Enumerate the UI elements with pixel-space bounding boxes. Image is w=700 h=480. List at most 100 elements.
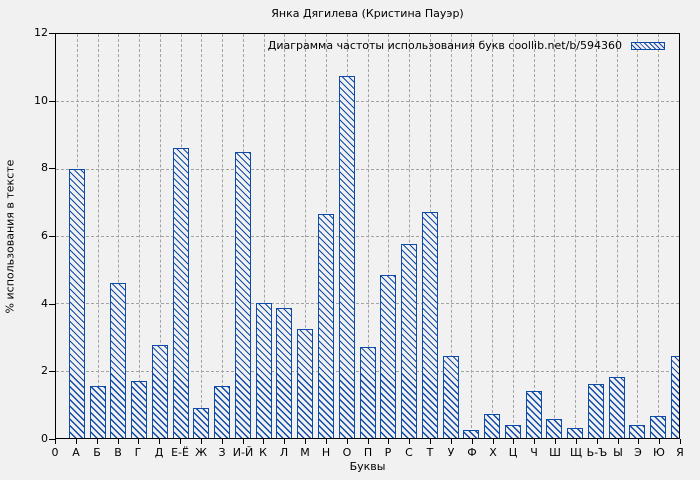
bar-В: [110, 283, 127, 438]
bar-Ю: [650, 416, 667, 438]
x-tick-mark: [180, 439, 181, 444]
x-gridline: [616, 34, 618, 438]
x-tick-label: И-Й: [232, 446, 254, 459]
x-tick-mark: [576, 439, 577, 444]
x-tick-mark: [368, 439, 369, 444]
x-tick-mark: [638, 439, 639, 444]
x-tick-label: Я: [676, 446, 684, 459]
x-gridline: [118, 34, 120, 438]
y-tick-mark: [49, 439, 55, 440]
bar-Ц: [504, 424, 521, 438]
y-tick-mark: [49, 304, 55, 305]
y-tick-label: 0: [41, 432, 48, 445]
x-gridline: [97, 34, 99, 438]
x-tick-label: Г: [134, 446, 142, 459]
x-tick-label: Ж: [195, 446, 207, 459]
x-gridline: [595, 34, 597, 438]
x-gridline: [222, 34, 224, 438]
bar-Х: [484, 414, 501, 438]
x-tick-mark: [388, 439, 389, 444]
bar-З: [214, 385, 231, 438]
x-tick-mark: [76, 439, 77, 444]
x-tick-mark: [159, 439, 160, 444]
bar-Ш: [546, 419, 563, 438]
x-tick-label: Ч: [530, 446, 538, 459]
y-tick-label: 2: [41, 364, 48, 377]
x-tick-mark: [347, 439, 348, 444]
y-tick-label: 12: [34, 26, 48, 39]
x-gridline: [409, 34, 411, 438]
x-tick-mark: [263, 439, 264, 444]
x-tick-mark: [618, 439, 619, 444]
y-tick-label: 4: [41, 297, 48, 310]
x-gridline: [471, 34, 473, 438]
x-tick-label: Э: [634, 446, 642, 459]
bar-Н: [317, 214, 334, 438]
y-tick-mark: [49, 236, 55, 237]
x-tick-label: М: [300, 446, 310, 459]
x-origin-label: 0: [51, 446, 59, 459]
x-tick-mark: [555, 439, 556, 444]
legend: Диаграмма частоты использования букв coo…: [268, 39, 665, 52]
plot-inner: [56, 34, 679, 438]
x-gridline: [658, 34, 660, 438]
x-tick-label: З: [218, 446, 226, 459]
bar-К: [255, 303, 272, 438]
bar-Ж: [193, 407, 210, 438]
x-tick-mark: [55, 439, 56, 444]
x-gridline: [305, 34, 307, 438]
x-gridline: [575, 34, 577, 438]
x-tick-label: Т: [426, 446, 434, 459]
x-tick-label: Ц: [508, 446, 518, 459]
bar-М: [297, 328, 314, 438]
x-tick-label: У: [447, 446, 455, 459]
bar-Л: [276, 308, 293, 438]
x-tick-mark: [326, 439, 327, 444]
x-gridline: [284, 34, 286, 438]
x-tick-label: Н: [321, 446, 331, 459]
bar-А: [68, 168, 85, 438]
x-tick-mark: [430, 439, 431, 444]
x-tick-mark: [118, 439, 119, 444]
x-tick-label: Ы: [613, 446, 623, 459]
x-tick-label: С: [405, 446, 413, 459]
x-gridline: [139, 34, 141, 438]
x-tick-label: Б: [93, 446, 101, 459]
x-tick-mark: [409, 439, 410, 444]
x-tick-mark: [138, 439, 139, 444]
bar-С: [401, 244, 418, 438]
x-tick-mark: [243, 439, 244, 444]
x-tick-label: П: [363, 446, 373, 459]
x-tick-mark: [493, 439, 494, 444]
bar-Т: [421, 212, 438, 438]
x-tick-label: Д: [154, 446, 164, 459]
chart-title: Янка Дягилева (Кристина Пауэр): [271, 7, 464, 20]
bar-Ф: [463, 429, 480, 438]
x-tick-mark: [451, 439, 452, 444]
bar-Ь-Ъ: [587, 384, 604, 438]
x-tick-label: К: [259, 446, 267, 459]
x-tick-mark: [513, 439, 514, 444]
x-tick-label: Л: [279, 446, 289, 459]
bar-Я: [671, 355, 679, 438]
x-tick-mark: [597, 439, 598, 444]
x-tick-mark: [472, 439, 473, 444]
bar-Д: [151, 345, 168, 438]
x-tick-label: Ф: [467, 446, 477, 459]
x-gridline: [388, 34, 390, 438]
bar-Ч: [525, 390, 542, 438]
y-tick-label: 6: [41, 229, 48, 242]
y-tick-mark: [49, 168, 55, 169]
bar-Р: [380, 274, 397, 438]
x-tick-label: А: [72, 446, 80, 459]
x-tick-label: Х: [489, 446, 497, 459]
x-tick-mark: [305, 439, 306, 444]
y-tick-mark: [49, 33, 55, 34]
x-tick-label: Ь-Ъ: [586, 446, 608, 459]
bar-Щ: [567, 427, 584, 438]
x-gridline: [554, 34, 556, 438]
x-tick-label: В: [114, 446, 122, 459]
y-tick-mark: [49, 101, 55, 102]
legend-label: Диаграмма частоты использования букв coo…: [267, 39, 622, 52]
